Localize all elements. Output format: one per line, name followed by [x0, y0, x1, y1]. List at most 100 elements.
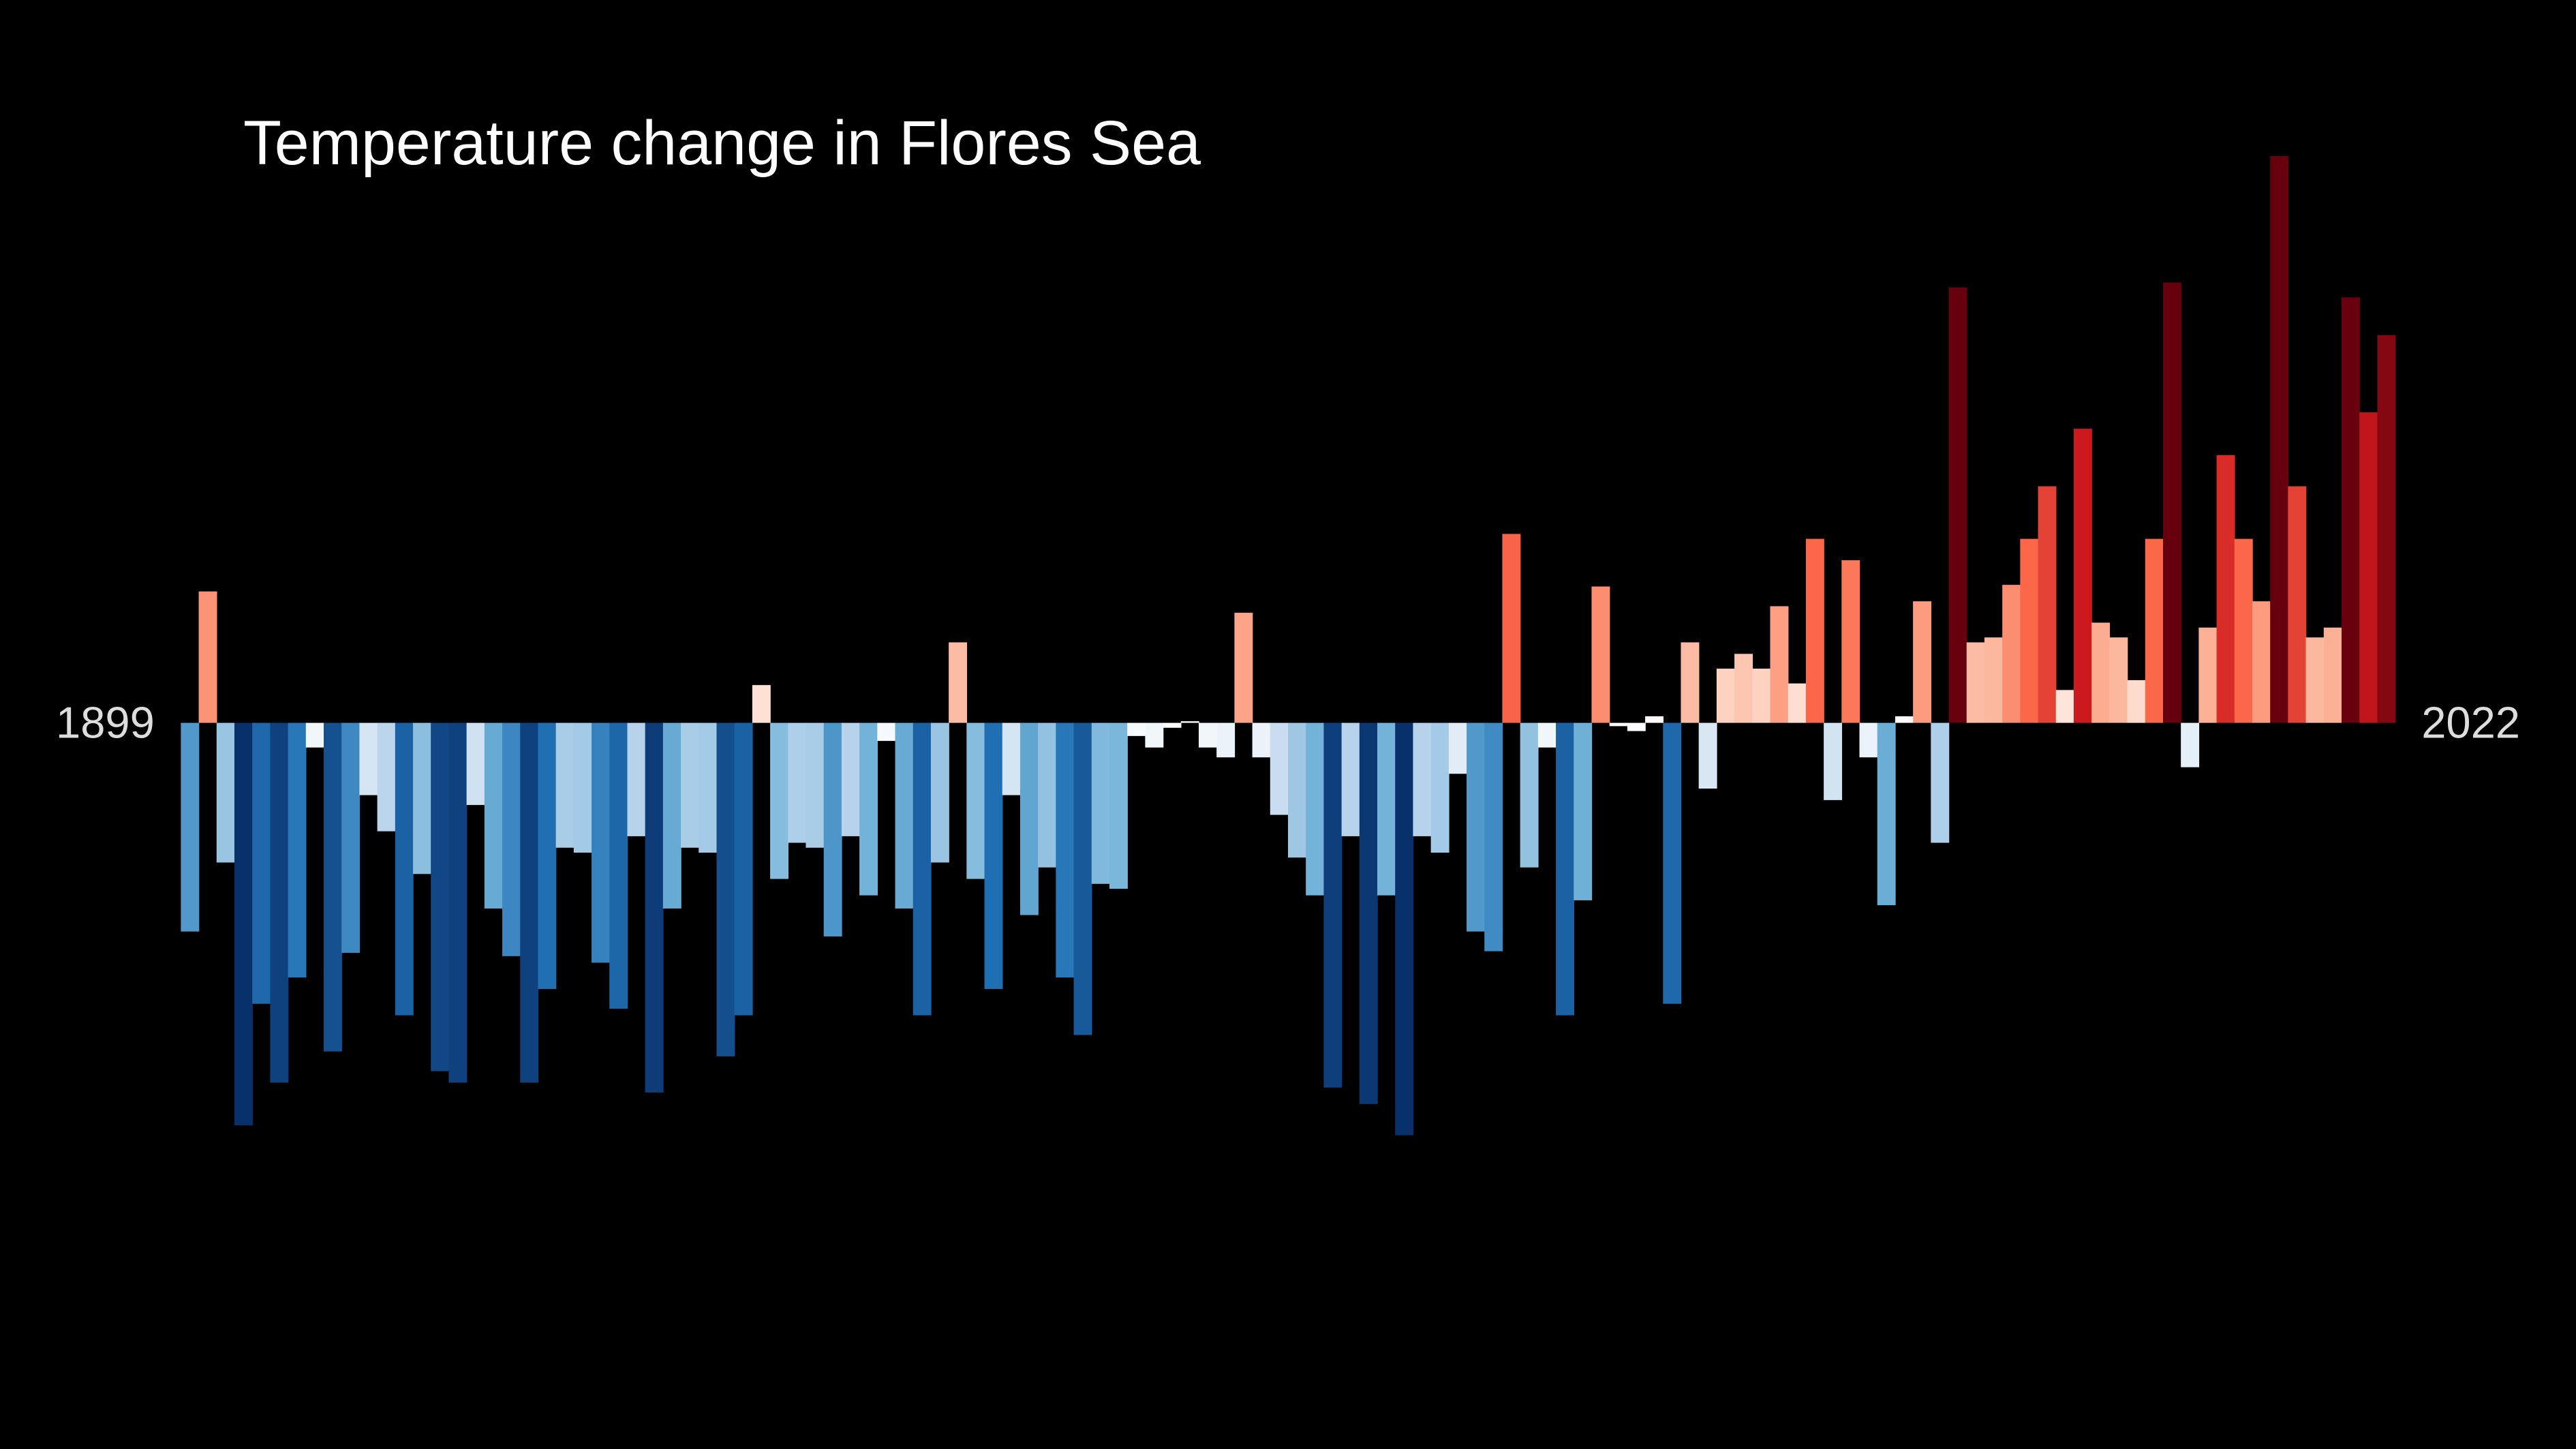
- bar: [2377, 335, 2396, 723]
- bar: [1574, 722, 1593, 900]
- bar: [1537, 722, 1557, 748]
- bar: [1377, 722, 1396, 896]
- bar: [2055, 690, 2074, 723]
- bar: [1752, 669, 1771, 723]
- bar: [734, 722, 753, 1016]
- bar: [1359, 722, 1378, 1104]
- bar: [2234, 538, 2253, 723]
- bar: [1770, 606, 1789, 723]
- bar: [395, 722, 414, 1016]
- bar: [1984, 637, 2003, 723]
- bar: [288, 722, 307, 978]
- bar: [198, 591, 217, 723]
- bar: [1073, 722, 1092, 1035]
- bar: [716, 722, 735, 1056]
- bar: [1824, 722, 1843, 800]
- bar: [1627, 722, 1646, 731]
- bar: [1645, 716, 1664, 723]
- bar: [2020, 538, 2039, 723]
- bar: [1877, 722, 1896, 906]
- bar: [1216, 722, 1236, 758]
- bar: [216, 722, 235, 863]
- bar: [270, 722, 289, 1083]
- bar: [1341, 722, 1360, 836]
- bar: [2323, 627, 2342, 723]
- bar: [877, 722, 896, 742]
- bar: [1913, 601, 1932, 723]
- bar: [806, 722, 825, 848]
- bar: [1484, 722, 1503, 951]
- bar: [1019, 722, 1039, 915]
- bar: [1288, 722, 1306, 858]
- x-tick-label: 1899: [56, 698, 155, 748]
- bar: [770, 722, 789, 879]
- bar: [1180, 721, 1199, 723]
- chart-title: Temperature change in Flores Sea: [243, 108, 1201, 178]
- bar: [448, 722, 467, 1083]
- bar: [181, 722, 200, 932]
- bar: [1127, 722, 1146, 736]
- bar: [520, 722, 539, 1083]
- bar: [1895, 716, 1914, 723]
- bar: [1663, 722, 1682, 1004]
- bar: [2252, 601, 2271, 723]
- bar: [341, 722, 361, 954]
- bar: [466, 722, 485, 806]
- bar: [1395, 722, 1414, 1135]
- bar: [1467, 722, 1485, 932]
- bar: [859, 722, 878, 896]
- bar: [555, 722, 574, 848]
- bar: [323, 722, 342, 1052]
- bar: [752, 685, 771, 723]
- bar: [234, 722, 253, 1126]
- bar: [592, 722, 610, 963]
- bar: [2162, 282, 2181, 723]
- bar: [1163, 722, 1182, 728]
- bar: [1966, 642, 1985, 723]
- bar: [1234, 613, 1253, 723]
- bar: [1002, 722, 1021, 795]
- bar: [823, 722, 842, 936]
- bar: [1931, 722, 1950, 843]
- bar: [1556, 722, 1574, 1016]
- bar: [252, 722, 271, 1004]
- bar: [1698, 722, 1717, 789]
- bar: [2038, 486, 2057, 723]
- bar: [1038, 722, 1057, 868]
- bar: [949, 642, 968, 723]
- bar: [2073, 429, 2092, 723]
- bar: [1323, 722, 1343, 1088]
- bar: [662, 722, 681, 909]
- bar: [2270, 155, 2289, 723]
- bar: [1609, 722, 1628, 727]
- bar: [2145, 538, 2164, 723]
- bar: [627, 722, 646, 836]
- bar: [2109, 637, 2128, 723]
- bar: [1859, 722, 1878, 758]
- bar: [1306, 722, 1325, 896]
- bar: [1448, 722, 1467, 774]
- bar: [1591, 586, 1610, 723]
- bar: [1198, 722, 1217, 748]
- bar: [1109, 722, 1128, 889]
- bar: [538, 722, 557, 990]
- bar: [1270, 722, 1289, 815]
- bar: [2091, 622, 2111, 723]
- bar: [2181, 722, 2200, 767]
- bar: [1681, 642, 1700, 723]
- bar: [681, 722, 700, 848]
- bar: [2288, 486, 2307, 723]
- bar: [573, 722, 592, 853]
- bar: [1716, 669, 1735, 723]
- bar: [1502, 534, 1521, 723]
- bar: [609, 722, 628, 1009]
- bar: [2342, 297, 2360, 723]
- x-tick-label: 2022: [2421, 698, 2520, 748]
- bar: [2198, 627, 2218, 723]
- bar: [1091, 722, 1110, 884]
- bar: [913, 722, 932, 1016]
- bar: [1252, 722, 1271, 758]
- bar: [1841, 560, 1860, 723]
